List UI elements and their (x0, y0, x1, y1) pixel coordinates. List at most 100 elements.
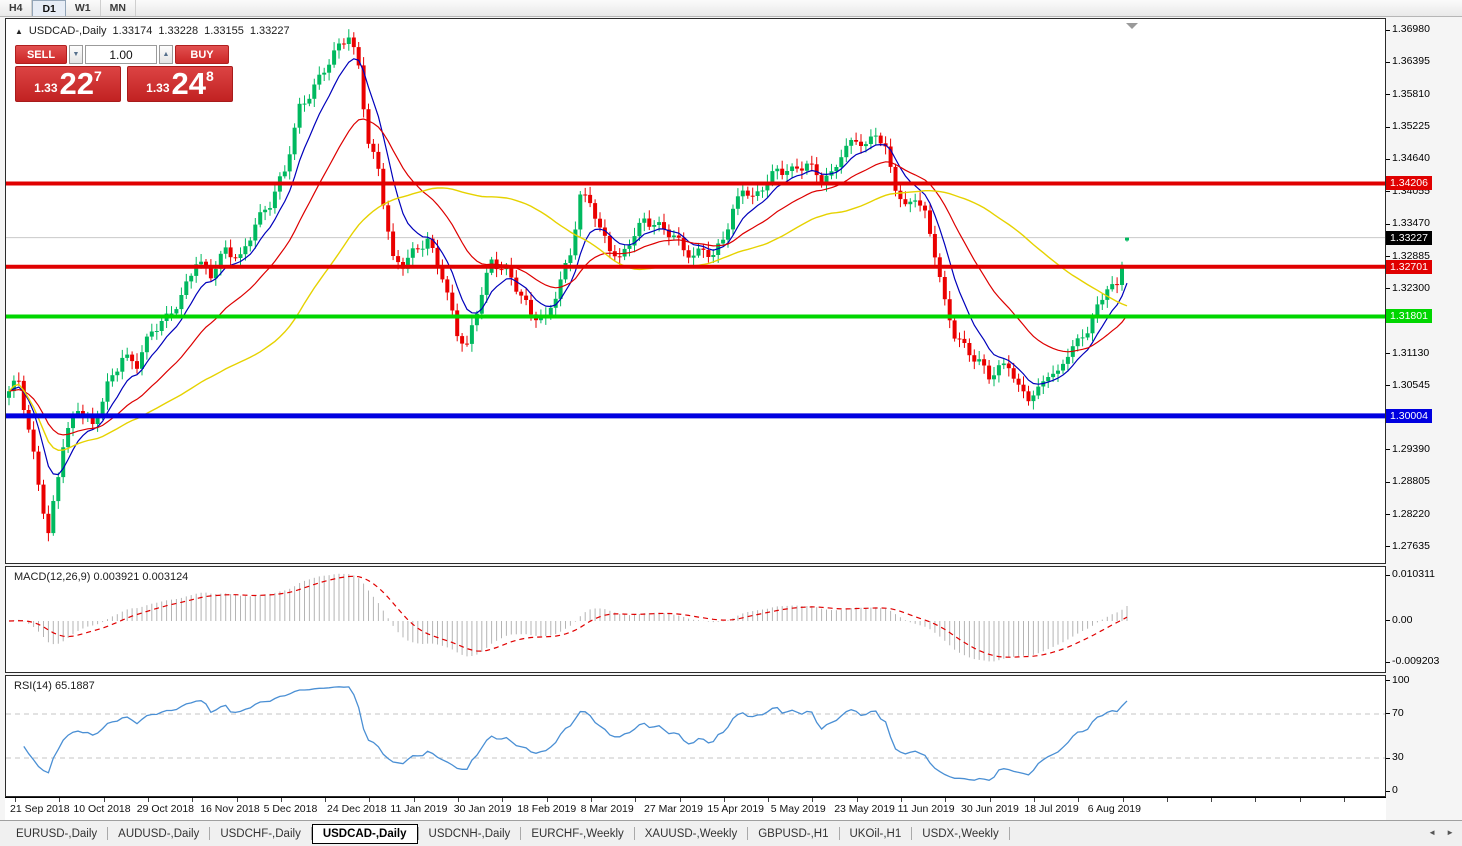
date-axis-tick (369, 798, 371, 802)
rsi-chart-canvas[interactable] (6, 676, 1385, 796)
timeframe-button-mn[interactable]: MN (101, 0, 136, 16)
date-axis-tick (723, 798, 725, 802)
date-axis-label: 18 Feb 2019 (517, 803, 577, 815)
symbol-tab-bar: ◄ ► EURUSD-,Daily AUDUSD-,Daily USDCHF-,Da… (0, 820, 1462, 846)
date-axis-tick (945, 798, 947, 802)
date-axis-label: 6 Aug 2019 (1087, 803, 1141, 815)
rsi-axis-tick-dash (1386, 680, 1390, 682)
price-axis-tick-dash (1386, 449, 1390, 451)
timeframe-button-h4[interactable]: H4 (0, 0, 33, 16)
level-price-tag: 1.31801 (1386, 309, 1432, 324)
macd-axis-tick-dash (1386, 574, 1390, 576)
date-axis-tick (1122, 798, 1124, 802)
price-axis-tick-dash (1386, 256, 1390, 258)
sell-button[interactable]: SELL (15, 45, 67, 64)
collapse-trade-panel-icon[interactable]: ▲ (15, 26, 23, 36)
level-price-tag: 1.32701 (1386, 259, 1432, 274)
date-axis-label: 30 Jun 2019 (961, 803, 1019, 815)
tab-separator (209, 827, 211, 840)
price-axis-tick: 1.32885 (1392, 249, 1430, 262)
moving-average-52 (8, 187, 1128, 452)
price-axis-tick-dash (1386, 546, 1390, 548)
symbol-tab-xauusd-weekly[interactable]: XAUUSD-,Weekly (644, 827, 738, 840)
date-axis-tick (546, 798, 548, 802)
date-axis-tick (59, 798, 61, 802)
price-axis-tick-dash (1386, 94, 1390, 96)
symbol-tab-audusd-daily[interactable]: AUDUSD-,Daily (118, 827, 200, 840)
date-axis-tick (1299, 798, 1301, 802)
date-axis-label: 8 Mar 2019 (580, 803, 634, 815)
tab-scroll-right-icon[interactable]: ► (1446, 828, 1454, 837)
buy-price-point: 8 (206, 68, 214, 84)
volume-decrease-button[interactable]: ▼ (69, 45, 83, 64)
tab-separator (838, 827, 840, 840)
date-axis-label: 27 Mar 2019 (644, 803, 703, 815)
ohlc-close: 1.33227 (249, 25, 290, 37)
tab-separator (911, 827, 913, 840)
ohlc-low: 1.33155 (204, 25, 244, 37)
date-axis[interactable]: 21 Sep 2018 10 Oct 2018 29 Oct 2018 16 Nov … (5, 797, 1386, 820)
rsi-title: RSI(14) 65.1887 (14, 680, 95, 692)
volume-input[interactable] (85, 45, 157, 64)
price-axis-tick-dash (1386, 158, 1390, 160)
price-axis-tick: 1.33470 (1392, 217, 1430, 230)
rsi-value: 65.1887 (54, 680, 95, 692)
rsi-axis-tick-dash (1386, 757, 1390, 759)
macd-indicator-panel: MACD(12,26,9) 0.003921 0.003124 (5, 566, 1386, 673)
date-axis-label: 10 Oct 2018 (73, 803, 131, 815)
macd-chart-canvas[interactable] (6, 567, 1385, 672)
tab-scroll-left-icon[interactable]: ◄ (1428, 828, 1437, 837)
date-axis-label: 15 Apr 2019 (707, 803, 765, 815)
date-axis-tick (1078, 798, 1080, 802)
date-axis-tick (325, 798, 327, 802)
tab-scroll-controls: ◄ ► (1428, 828, 1454, 837)
date-axis-tick (458, 798, 459, 802)
symbol-tab-ukoil-h1[interactable]: UKOil-,H1 (849, 827, 902, 840)
symbol-tab-eurusd-daily[interactable]: EURUSD-,Daily (16, 827, 98, 840)
date-axis-tick (856, 798, 858, 802)
symbol-tab-usdcnh-daily[interactable]: USDCNH-,Daily (428, 827, 511, 840)
price-axis-tick-dash (1386, 385, 1390, 387)
volume-increase-button[interactable]: ▲ (159, 45, 173, 64)
tab-separator (747, 827, 749, 840)
ohlc-open: 1.33174 (112, 25, 153, 37)
symbol-tab-eurchf-weekly[interactable]: EURCHF-,Weekly (531, 827, 624, 840)
date-axis-tick (103, 798, 105, 802)
symbol-tab-gbpusd-h1[interactable]: GBPUSD-,H1 (758, 827, 829, 840)
rsi-line (23, 686, 1128, 781)
date-axis-tick (679, 798, 681, 802)
tab-separator (633, 827, 635, 840)
chart-header: ▲ USDCAD-,Daily 1.33174 1.33228 1.33155 … (15, 25, 290, 37)
date-axis-tick (192, 798, 194, 802)
macd-axis-tick: 0.00 (1392, 613, 1413, 626)
date-axis-tick (1255, 798, 1257, 802)
date-axis-tick (413, 798, 415, 802)
price-axis-tick: 1.36395 (1392, 55, 1430, 68)
price-axis-tick: 1.29390 (1392, 442, 1430, 455)
level-price-tag: 1.30004 (1386, 408, 1432, 423)
buy-price-button[interactable]: 1.33 24 8 (127, 66, 233, 102)
price-axis-tick-dash (1386, 126, 1390, 128)
price-axis-tick-dash (1386, 353, 1390, 355)
candlestick-chart-canvas[interactable] (6, 19, 1385, 562)
price-axis-tick-dash (1386, 223, 1390, 225)
date-axis-tick (502, 798, 504, 802)
timeframe-button-w1[interactable]: W1 (66, 0, 101, 16)
price-axis-tick-dash (1386, 288, 1390, 290)
symbol-tab-usdx-weekly[interactable]: USDX-,Weekly (922, 827, 999, 840)
rsi-axis-tick: 30 (1392, 751, 1404, 764)
buy-button[interactable]: BUY (175, 45, 229, 64)
moving-average-8 (8, 58, 1128, 476)
date-axis-tick (280, 798, 282, 802)
sell-price-button[interactable]: 1.33 22 7 (15, 66, 121, 102)
timeframe-button-d1[interactable]: D1 (32, 0, 66, 16)
symbol-tab-usdchf-daily[interactable]: USDCHF-,Daily (220, 827, 301, 840)
rsi-axis-tick-dash (1386, 790, 1390, 792)
buy-price-pips: 24 (171, 66, 207, 101)
symbol-tab-usdcad-daily[interactable]: USDCAD-,Daily (311, 823, 418, 844)
price-axis-tick: 1.28220 (1392, 507, 1430, 520)
date-axis-label: 18 Jul 2019 (1024, 803, 1079, 815)
date-axis-label: 11 Jun 2019 (897, 803, 955, 815)
ohlc-high: 1.33228 (158, 25, 199, 37)
date-axis-tick (989, 798, 991, 802)
